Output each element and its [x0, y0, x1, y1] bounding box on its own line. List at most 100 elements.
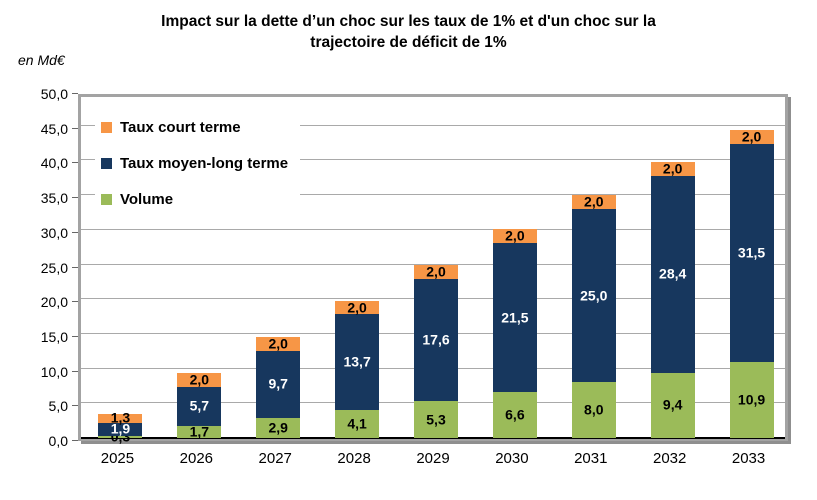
y-axis-unit-label: en Md€	[18, 52, 65, 68]
legend: Taux court terme Taux moyen-long terme Vol…	[95, 111, 301, 215]
bar-segment: 2,0	[256, 335, 301, 352]
bar-segment: 2,0	[571, 193, 616, 210]
y-axis-tick	[72, 127, 78, 129]
legend-swatch-taux-court-terme	[101, 121, 112, 133]
bar-segment: 2,0	[177, 372, 222, 387]
y-axis-tick-label: 45,0	[40, 120, 68, 137]
y-axis-tick-label: 50,0	[40, 86, 68, 102]
bar-segment: 2,0	[492, 227, 537, 244]
bar-2033: 10,9 31,5 2,0	[729, 128, 774, 438]
chart-title-line2: trajectoire de déficit de 1%	[310, 34, 507, 51]
y-axis-tick	[72, 335, 78, 337]
bar-segment-label: 1,3	[110, 409, 131, 426]
bar-segment: 8,0	[571, 382, 616, 438]
gridline	[81, 263, 785, 265]
y-axis-tick	[72, 405, 78, 407]
bar-segment-label: 1,9	[110, 420, 131, 437]
legend-swatch-volume	[101, 193, 112, 205]
x-axis-line	[81, 437, 785, 439]
bar-segment-label: 13,7	[343, 353, 371, 370]
x-axis-label-2025: 2025	[100, 450, 135, 467]
bar-segment: 1,7	[177, 423, 222, 440]
bar-segment-label: 9,4	[662, 396, 683, 413]
x-axis-label-2029: 2029	[416, 450, 450, 467]
chart-title: Impact sur la dette d’un choc sur les ta…	[109, 11, 709, 53]
bar-segment: 17,6	[414, 279, 458, 402]
bar-segment-label: 2,0	[426, 263, 446, 280]
plot-area: Taux court terme Taux moyen-long terme Vol…	[78, 94, 788, 444]
bar-segment-label: 28,4	[659, 265, 687, 282]
bar-2029: 5,3 17,6 2,0	[414, 263, 458, 438]
bar-2027: 2,9 9,7 2,0	[256, 335, 301, 438]
bar-segment-label: 5,7	[189, 397, 210, 414]
bar-segment: 25,0	[571, 208, 616, 383]
bar-segment-label: 9,7	[268, 375, 288, 392]
bar-segment: 2,0	[650, 160, 695, 177]
bar-2030: 6,6 21,5 2,0	[492, 227, 537, 438]
bar-segment: 10,9	[729, 362, 774, 438]
legend-label-taux-court-terme: Taux court terme	[120, 118, 241, 136]
x-axis-label-2031: 2031	[574, 450, 608, 467]
bar-segment: 4,1	[335, 409, 380, 438]
bar-segment-label: 2,0	[741, 128, 762, 145]
legend-label-taux-moyen-long-terme: Taux moyen-long terme	[120, 154, 289, 172]
y-axis-tick	[72, 162, 78, 164]
y-axis-tick-label: 15,0	[40, 328, 68, 345]
x-axis-label-2032: 2032	[652, 450, 687, 467]
bar-segment: 31,5	[729, 143, 774, 363]
bar-segment-label: 2,0	[268, 335, 288, 352]
y-axis-tick-label: 40,0	[40, 155, 68, 172]
bar-segment: 13,7	[335, 314, 380, 410]
bar-segment-label: 2,0	[505, 227, 525, 244]
y-axis-tick-label: 30,0	[40, 224, 68, 241]
y-axis-tick-label: 5,0	[48, 398, 68, 415]
bar-segment-label: 25,0	[580, 287, 608, 304]
bar-2025: 0,3 1,9 1,3	[98, 409, 143, 444]
bar-segment: 1,9	[98, 420, 143, 437]
x-axis-label-2027: 2027	[258, 450, 292, 467]
bar-segment: 6,6	[492, 392, 537, 438]
bar-segment-label: 31,5	[737, 244, 766, 261]
bar-segment-label: 2,0	[584, 193, 604, 210]
bar-segment: 2,0	[729, 128, 774, 145]
bar-segment-label: 10,9	[737, 391, 766, 408]
bar-segment-label: 2,9	[268, 419, 288, 436]
bar-segment: 1,3	[98, 409, 143, 426]
chart-title-line1: Impact sur la dette d’un choc sur les ta…	[161, 13, 656, 30]
bar-segment: 5,3	[414, 401, 458, 438]
legend-item-volume: Volume	[101, 188, 288, 210]
legend-label-volume: Volume	[120, 190, 174, 208]
x-axis-label-2030: 2030	[495, 450, 529, 467]
bar-segment: 9,4	[650, 372, 695, 438]
bar-2031: 8,0 25,0 2,0	[571, 193, 616, 438]
gridline	[81, 124, 785, 126]
x-axis-labels: 2025 2026 2027 2028 2029 2030 2031 2032 2033	[78, 450, 788, 467]
gridline	[81, 228, 785, 230]
bar-segment: 21,5	[492, 243, 537, 393]
bar-segment-label: 4,1	[347, 415, 367, 432]
y-axis-tick-label: 20,0	[40, 294, 68, 311]
y-axis-tick-label: 25,0	[40, 259, 68, 276]
y-axis-tick	[72, 370, 78, 372]
bar-segment: 28,4	[650, 175, 695, 373]
legend-item-taux-court-terme: Taux court terme	[101, 116, 288, 138]
x-axis-label-2033: 2033	[731, 450, 766, 467]
y-axis-tick-label: 10,0	[40, 363, 68, 380]
bar-segment-label: 8,0	[584, 401, 604, 418]
y-axis-tick	[72, 266, 78, 268]
legend-swatch-taux-moyen-long-terme	[101, 157, 112, 169]
gridline	[81, 159, 785, 161]
x-axis-label-2026: 2026	[179, 450, 214, 467]
bar-segment: 2,0	[414, 263, 458, 280]
bar-segment: 9,7	[256, 350, 301, 418]
bar-segment-label: 1,7	[189, 423, 210, 440]
bar-segment: 2,9	[256, 417, 301, 438]
gridline	[81, 194, 785, 196]
bar-2028: 4,1 13,7 2,0	[335, 300, 380, 438]
y-axis-tick	[72, 440, 78, 441]
y-axis-tick	[72, 301, 78, 303]
y-axis-tick	[72, 93, 78, 94]
x-axis-label-2028: 2028	[337, 450, 371, 467]
bar-segment-label: 2,0	[662, 160, 683, 177]
